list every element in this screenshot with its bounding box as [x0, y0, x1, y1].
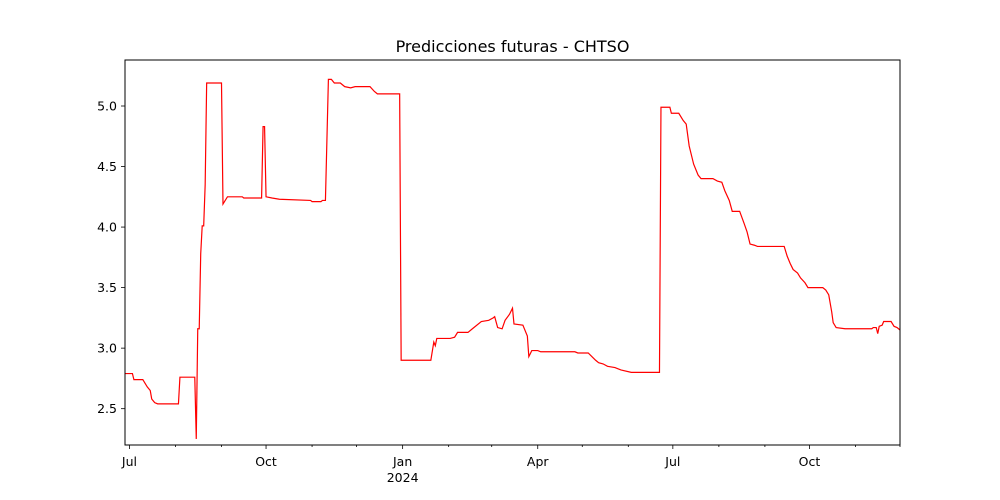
y-tick-label: 4.0: [97, 220, 117, 235]
y-tick-label: 4.5: [97, 159, 117, 174]
y-tick-label: 2.5: [97, 401, 117, 416]
y-tick-label: 3.0: [97, 341, 117, 356]
chart-title: Predicciones futuras - CHTSO: [396, 37, 630, 56]
series-line: [125, 78, 901, 439]
x-tick-label: Oct: [799, 454, 821, 469]
y-tick-label: 5.0: [97, 99, 117, 114]
x-axis: Jul Oct Jan Apr Jul Oct 2024: [121, 445, 901, 485]
x-tick-label: Jul: [121, 454, 137, 469]
x-tick-label: Oct: [255, 454, 277, 469]
x-tick-label: Jan: [392, 454, 412, 469]
plot-frame: [124, 59, 901, 446]
y-tick-label: 3.5: [97, 280, 117, 295]
x-year-label: 2024: [387, 470, 419, 485]
x-tick-label: Jul: [664, 454, 680, 469]
series-layer: [125, 78, 901, 439]
x-tick-label: Apr: [527, 454, 549, 469]
y-axis: 2.5 3.0 3.5 4.0 4.5 5.0: [97, 99, 125, 416]
